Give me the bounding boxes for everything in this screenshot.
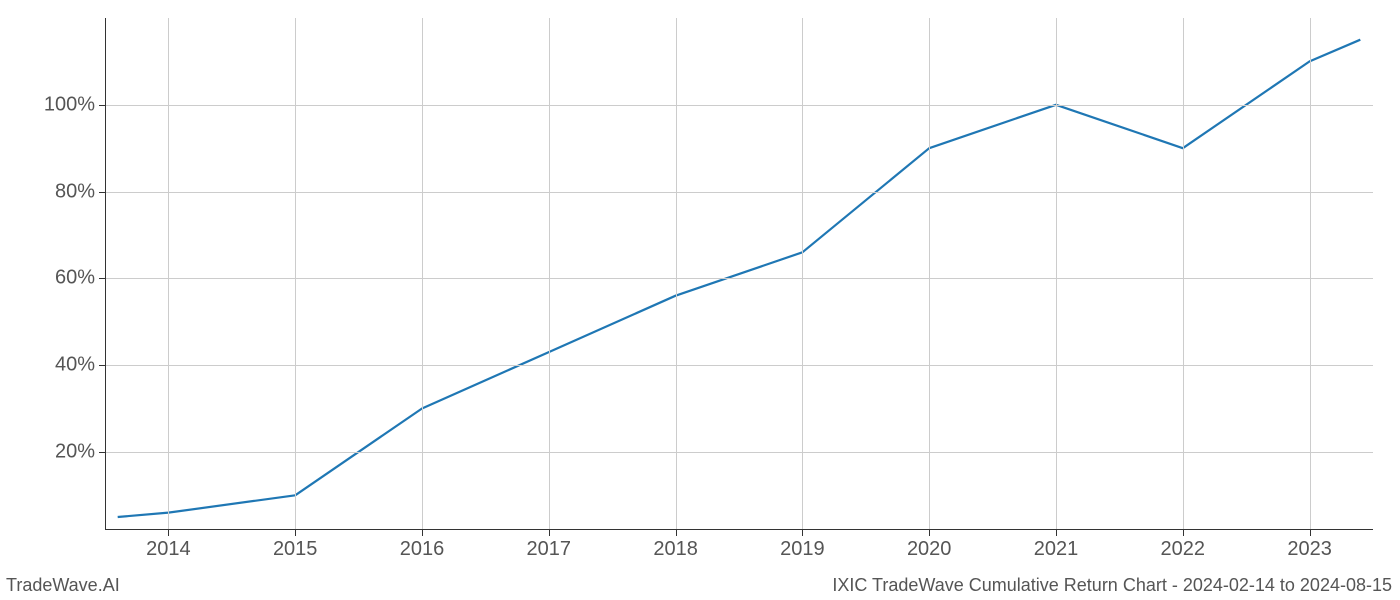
grid-line-vertical (676, 18, 677, 530)
grid-line-vertical (1183, 18, 1184, 530)
y-tick-label: 40% (55, 354, 105, 377)
x-axis-spine (105, 529, 1373, 530)
y-tick-label: 100% (44, 93, 105, 116)
grid-line-vertical (168, 18, 169, 530)
y-tick-label: 20% (55, 440, 105, 463)
x-tick-label: 2020 (907, 530, 952, 561)
x-tick-label: 2023 (1287, 530, 1332, 561)
x-tick-label: 2019 (780, 530, 825, 561)
x-tick-label: 2014 (146, 530, 191, 561)
y-tick-label: 60% (55, 267, 105, 290)
y-tick-label: 80% (55, 180, 105, 203)
grid-line-vertical (802, 18, 803, 530)
grid-line-vertical (422, 18, 423, 530)
y-axis-spine (105, 18, 106, 530)
chart-container: 20% 40% 60% 80% 100% 2014 2015 2016 2017 2018 2019… (0, 0, 1400, 600)
x-tick-label: 2015 (273, 530, 318, 561)
x-tick-label: 2018 (653, 530, 698, 561)
x-tick-label: 2022 (1161, 530, 1206, 561)
grid-line-vertical (1310, 18, 1311, 530)
x-tick-label: 2021 (1034, 530, 1079, 561)
footer-left-text: TradeWave.AI (6, 575, 120, 596)
grid-line-vertical (295, 18, 296, 530)
x-tick-label: 2016 (400, 530, 445, 561)
plot-area: 20%40%60%80%100%201420152016201720182019… (105, 18, 1373, 530)
grid-line-vertical (549, 18, 550, 530)
grid-line-vertical (1056, 18, 1057, 530)
grid-line-vertical (929, 18, 930, 530)
x-tick-label: 2017 (527, 530, 572, 561)
footer-right-text: IXIC TradeWave Cumulative Return Chart -… (832, 575, 1392, 596)
